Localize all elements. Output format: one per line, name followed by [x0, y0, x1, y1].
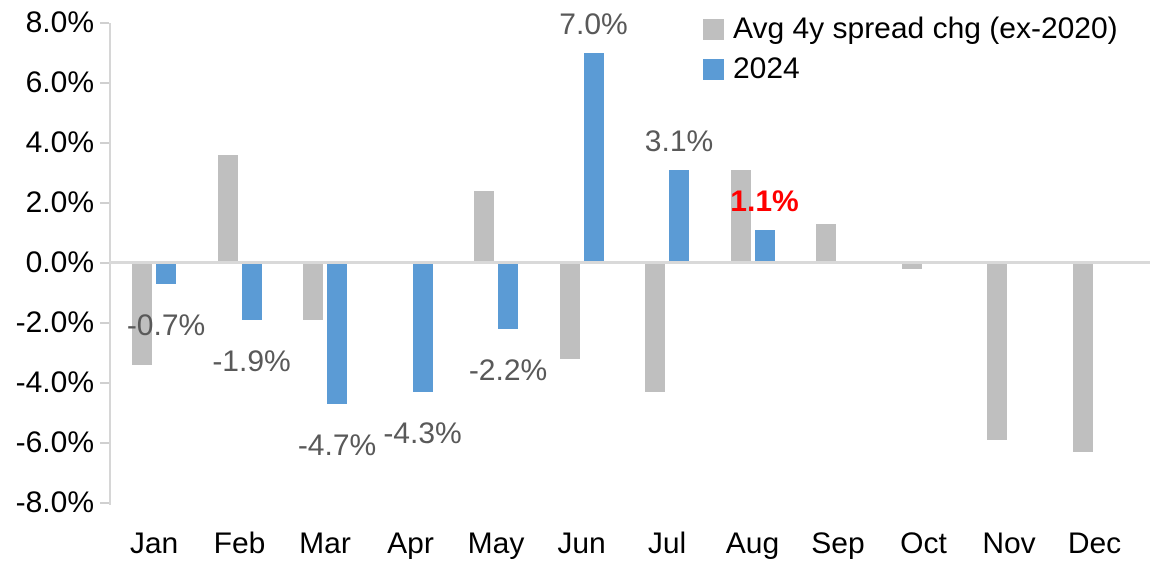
x-axis-label-jul: Jul [647, 527, 687, 560]
bar-avg-oct [901, 263, 922, 269]
y-axis-tick [100, 322, 109, 324]
x-axis-label-aug: Aug [725, 527, 780, 560]
y-axis-label: -6.0% [15, 426, 94, 459]
x-axis-label-may: May [467, 527, 525, 560]
bar-avg-aug [730, 170, 751, 263]
bar-2024-apr [412, 263, 433, 392]
data-label-jun: 7.0% [559, 8, 628, 41]
y-axis-tick [100, 82, 109, 84]
bar-avg-feb [217, 155, 238, 263]
legend-swatch-blue [703, 58, 724, 80]
y-axis-tick [100, 142, 109, 144]
data-label-apr: -4.3% [383, 417, 462, 450]
y-axis-label: 2.0% [25, 186, 94, 219]
legend: Avg 4y spread chg (ex-2020) 2024 [703, 10, 1118, 88]
bar-avg-jan [132, 263, 152, 365]
bar-avg-dec [1072, 263, 1093, 452]
x-axis-label-oct: Oct [900, 527, 947, 560]
legend-item-2024: 2024 [703, 50, 1118, 88]
bar-2024-may [498, 263, 518, 329]
x-axis-label-dec: Dec [1067, 527, 1122, 560]
x-axis-label-sep: Sep [811, 527, 865, 560]
y-axis-tick [100, 502, 109, 504]
y-axis-tick [100, 22, 109, 24]
y-axis-label: 6.0% [25, 66, 94, 99]
legend-label-avg-spread: Avg 4y spread chg (ex-2020) [733, 12, 1118, 45]
x-axis-label-jun: Jun [557, 527, 606, 560]
y-axis-label: 4.0% [25, 126, 94, 159]
x-axis-label-apr: Apr [387, 527, 434, 560]
y-axis-label: 8.0% [25, 6, 94, 39]
x-axis-label-jan: Jan [129, 527, 179, 560]
y-axis-tick [100, 382, 109, 384]
bar-2024-aug [754, 230, 775, 263]
bar-2024-jan [156, 263, 176, 284]
data-label-feb: -1.9% [212, 345, 291, 378]
bar-2024-jul [669, 170, 689, 263]
y-axis-tick [100, 442, 109, 444]
bar-avg-nov [987, 263, 1007, 440]
legend-item-avg-spread: Avg 4y spread chg (ex-2020) [703, 10, 1118, 48]
x-axis-label-nov: Nov [982, 527, 1036, 560]
y-axis-label: -8.0% [15, 486, 94, 519]
bar-2024-feb [241, 263, 262, 320]
x-axis-label-mar: Mar [299, 527, 351, 560]
x-axis-label-feb: Feb [213, 527, 266, 560]
y-axis-label: -2.0% [15, 306, 94, 339]
y-axis-label: 0.0% [25, 246, 94, 279]
data-label-aug: 1.1% [730, 185, 799, 218]
bar-avg-may [474, 191, 494, 263]
bar-2024-mar [327, 263, 347, 404]
bar-avg-sep [816, 224, 836, 263]
legend-swatch-gray [703, 18, 724, 40]
y-axis-line [109, 23, 111, 505]
bar-avg-jul [645, 263, 665, 392]
y-axis-label: -4.0% [15, 366, 94, 399]
y-axis-tick [100, 262, 109, 264]
legend-label-2024: 2024 [733, 52, 800, 85]
bar-avg-jun [559, 263, 580, 359]
y-axis-tick [100, 202, 109, 204]
data-label-jan: -0.7% [126, 309, 206, 342]
bar-2024-jun [583, 53, 604, 263]
zero-axis-line [109, 261, 1150, 264]
bar-avg-mar [303, 263, 323, 320]
data-label-mar: -4.7% [297, 429, 377, 462]
data-label-jul: 3.1% [644, 125, 714, 158]
data-label-may: -2.2% [468, 354, 548, 387]
